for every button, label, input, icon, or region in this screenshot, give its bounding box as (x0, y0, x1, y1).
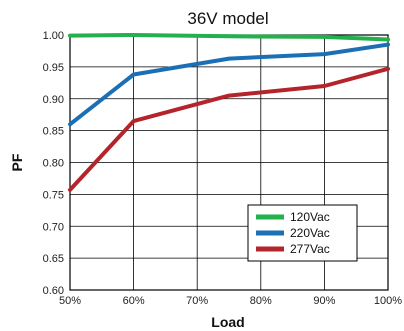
y-tick-label: 0.80 (43, 158, 64, 170)
series-line-120vac (68, 33, 390, 42)
x-tick-label: 70% (186, 295, 208, 307)
y-tick-label: 0.70 (43, 221, 64, 233)
legend-label: 277Vac (290, 242, 330, 256)
y-axis-label: PF (9, 153, 25, 171)
chart-title: 36V model (187, 9, 268, 28)
series-line-220vac (68, 42, 390, 127)
series-line-277vac (68, 66, 390, 192)
y-tick-label: 0.65 (43, 253, 64, 265)
series-lines (68, 33, 390, 192)
y-tick-label: 0.75 (43, 189, 64, 201)
y-tick-label: 0.90 (43, 94, 64, 106)
x-tick-label: 50% (59, 295, 81, 307)
y-tick-label: 1.00 (43, 30, 64, 42)
x-axis-label: Load (211, 314, 244, 330)
legend: 120Vac 220Vac 277Vac (247, 204, 358, 262)
y-tick-label: 0.95 (43, 62, 64, 74)
legend-label: 220Vac (290, 226, 330, 240)
y-tick-label: 0.60 (43, 285, 64, 297)
x-tick-label: 100% (374, 295, 402, 307)
tick-labels: 0.60 0.65 0.70 0.75 0.80 0.85 0.90 0.95 1.00 50% 6… (43, 30, 403, 307)
x-tick-label: 90% (313, 295, 335, 307)
legend-label: 120Vac (290, 210, 330, 224)
x-tick-label: 80% (250, 295, 272, 307)
x-tick-label: 60% (123, 295, 145, 307)
y-tick-label: 0.85 (43, 126, 64, 138)
